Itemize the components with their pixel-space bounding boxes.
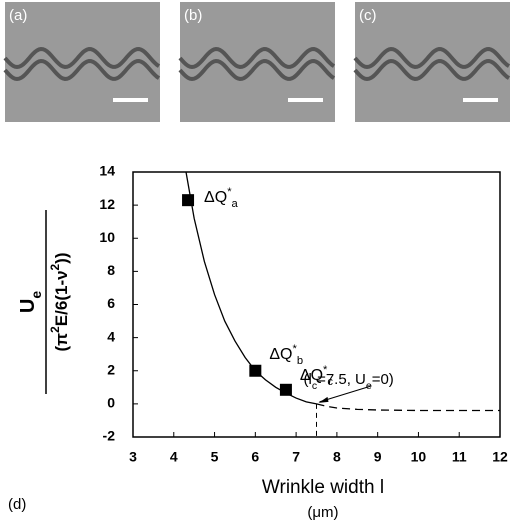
y-label-denominator: (π2E/6(1-ν2)) (48, 252, 71, 351)
text-part: 2 (48, 263, 62, 270)
text-part: E/6(1-ν (52, 270, 71, 326)
plot-frame (132, 171, 501, 438)
text-part: * (323, 364, 328, 376)
panel-label: (d) (8, 496, 26, 513)
point (279, 383, 292, 396)
text-part: b (297, 355, 303, 367)
text-part: (π (52, 333, 71, 352)
y-tick-label: 6 (107, 295, 115, 311)
text-part: =7.5, U (317, 371, 366, 388)
panel-label: (a) (9, 7, 27, 24)
y-tick-label: 10 (99, 229, 115, 245)
text-part: e (28, 291, 44, 299)
scale-bar (463, 98, 498, 102)
text-part: ΔQ (300, 367, 323, 384)
x-tick-label: 6 (251, 449, 259, 465)
y-tick-label: 2 (107, 361, 115, 377)
wrinkle (178, 58, 336, 82)
scale-bar (288, 98, 323, 102)
wrinkle (353, 46, 511, 70)
x-axis-unit: (μm) (307, 504, 338, 521)
x-axis-label: Wrinkle width l (262, 477, 384, 498)
text-part: 2 (48, 326, 62, 333)
x-tick-label: 4 (170, 449, 178, 465)
x-tick-label: 7 (292, 449, 300, 465)
y-axis-label: Ue(π2E/6(1-ν2)) (17, 210, 71, 394)
point (249, 364, 262, 377)
text-part: a (232, 198, 239, 210)
wrinkle (178, 46, 336, 70)
scale-bar (113, 98, 148, 102)
text-part: )) (52, 252, 71, 263)
wrinkle (353, 58, 511, 82)
text-part: * (292, 343, 297, 355)
text-part: c (312, 380, 317, 392)
dashed-curve (316, 403, 500, 412)
point-label: ΔQ*a (204, 186, 239, 210)
point (182, 194, 195, 207)
y-tick-label: 8 (107, 262, 115, 278)
y-label-numerator: Ue (17, 291, 43, 313)
x-tick-label: 9 (374, 449, 382, 465)
critical-label: (lc=7.5, Ue=0) (304, 371, 394, 392)
point-label: ΔQ*c (300, 364, 334, 388)
y-tick-label: 12 (99, 196, 115, 212)
panel-label: (c) (359, 7, 377, 24)
x-tick-label: 10 (411, 449, 427, 465)
text-part: ΔQ (204, 189, 227, 206)
text-part: * (227, 186, 232, 198)
panel-label: (b) (184, 7, 202, 24)
x-tick-label: 5 (211, 449, 219, 465)
text-part: (l (304, 371, 312, 388)
x-tick-label: 8 (333, 449, 341, 465)
x-tick-label: 12 (492, 449, 508, 465)
text-part: e (366, 380, 372, 392)
text-part: ΔQ (269, 346, 292, 363)
curve (185, 171, 317, 405)
text-part: c (327, 376, 333, 388)
wrinkle (3, 46, 161, 70)
x-tick-label: 3 (129, 449, 137, 465)
text-part: =0) (372, 371, 394, 388)
point-label: ΔQ*b (269, 343, 303, 367)
x-tick-label: 11 (452, 449, 467, 465)
y-tick-label: -2 (103, 428, 116, 444)
arrow (319, 385, 372, 403)
wrinkle (3, 58, 161, 82)
text-part: U (17, 299, 39, 313)
y-tick-label: 0 (107, 395, 115, 411)
y-tick-label: 14 (99, 163, 115, 179)
arrow-head (318, 396, 329, 403)
y-tick-label: 4 (107, 328, 115, 344)
